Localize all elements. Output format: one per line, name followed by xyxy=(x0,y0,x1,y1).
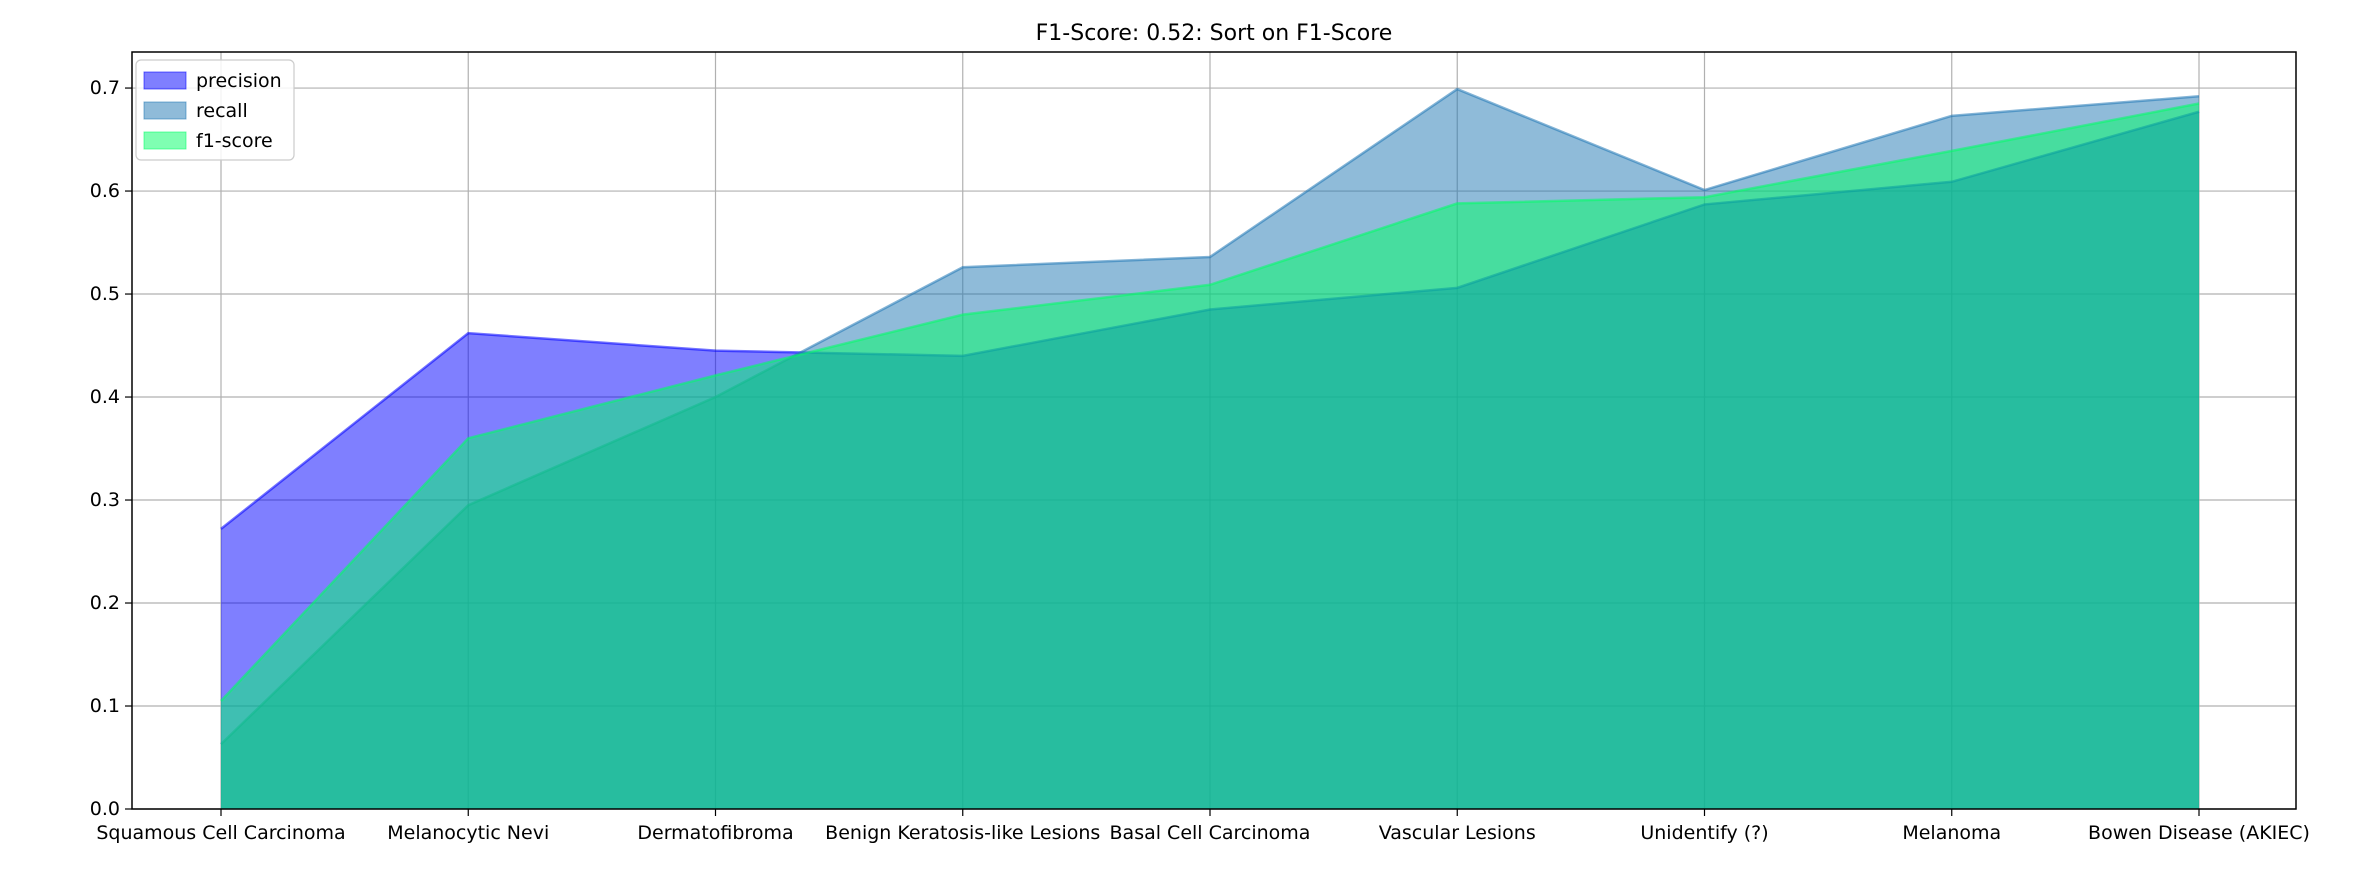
legend-swatch-recall xyxy=(144,102,186,119)
legend-swatch-precision xyxy=(144,72,186,89)
y-tick-label: 0.5 xyxy=(90,283,120,305)
x-tick-label: Melanocytic Nevi xyxy=(387,822,549,844)
x-tick-label: Benign Keratosis-like Lesions xyxy=(825,822,1100,844)
y-tick-label: 0.7 xyxy=(90,77,120,99)
x-tick-label: Squamous Cell Carcinoma xyxy=(96,822,345,844)
legend-label-precision: precision xyxy=(196,70,282,92)
y-tick-label: 0.4 xyxy=(90,386,120,408)
y-tick-label: 0.1 xyxy=(90,695,120,717)
x-tick-label: Vascular Lesions xyxy=(1379,822,1536,844)
legend-label-recall: recall xyxy=(196,100,248,122)
x-tick-label: Basal Cell Carcinoma xyxy=(1110,822,1311,844)
y-tick-label: 0.0 xyxy=(90,798,120,820)
x-tick-label: Dermatofibroma xyxy=(637,822,793,844)
y-tick-label: 0.3 xyxy=(90,489,120,511)
legend: precision recall f1-score xyxy=(136,60,294,160)
y-tick-label: 0.6 xyxy=(90,180,120,202)
y-tick-label: 0.2 xyxy=(90,592,120,614)
legend-label-f1-score: f1-score xyxy=(196,130,273,152)
chart-title: F1-Score: 0.52: Sort on F1-Score xyxy=(1036,21,1393,46)
x-tick-label: Bowen Disease (AKIEC) xyxy=(2088,822,2310,844)
x-tick-label: Unidentify (?) xyxy=(1640,822,1768,844)
legend-swatch-f1-score xyxy=(144,132,186,149)
x-tick-label: Melanoma xyxy=(1902,822,2001,844)
